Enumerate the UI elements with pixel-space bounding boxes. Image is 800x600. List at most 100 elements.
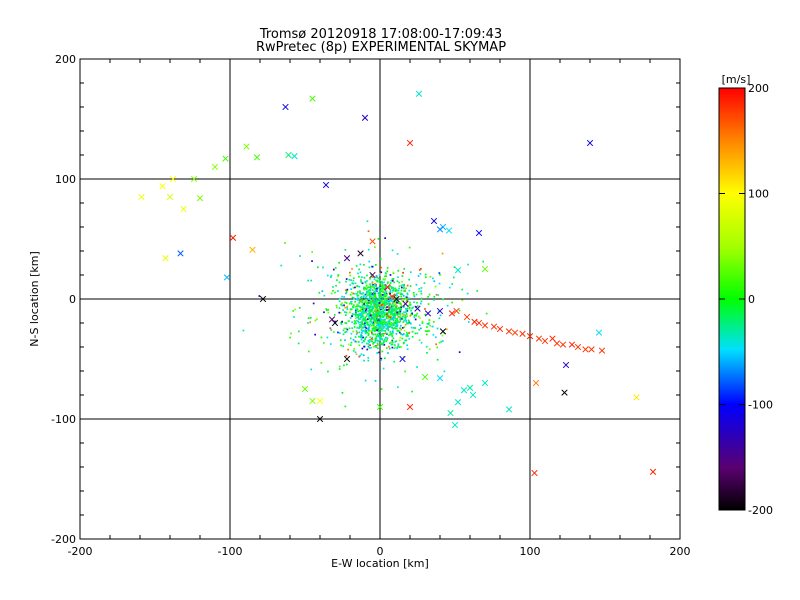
scatter-dot bbox=[387, 328, 389, 331]
scatter-dot bbox=[377, 299, 380, 301]
scatter-dot bbox=[366, 342, 368, 345]
cross-marker bbox=[384, 283, 391, 291]
scatter-dot bbox=[441, 334, 444, 337]
scatter-dot bbox=[437, 310, 440, 313]
scatter-dot bbox=[397, 386, 399, 388]
scatter-dot bbox=[412, 306, 414, 309]
cross-marker bbox=[309, 397, 316, 405]
scatter-dot bbox=[394, 302, 396, 304]
scatter-dot bbox=[396, 325, 399, 328]
scatter-dot bbox=[399, 327, 401, 329]
scatter-dot bbox=[357, 318, 360, 320]
cross-marker bbox=[595, 329, 603, 336]
scatter-dot bbox=[344, 289, 347, 291]
scatter-dot bbox=[344, 331, 346, 334]
scatter-dot bbox=[374, 246, 376, 249]
scatter-dot bbox=[330, 292, 333, 295]
scatter-dot bbox=[334, 320, 336, 323]
scatter-dot bbox=[370, 330, 373, 333]
scatter-dot bbox=[358, 275, 360, 278]
scatter-dot bbox=[380, 304, 383, 306]
scatter-dot bbox=[436, 327, 439, 330]
scatter-dot bbox=[402, 306, 405, 309]
scatter-dot bbox=[435, 343, 437, 346]
cross-marker bbox=[357, 250, 364, 257]
cross-marker bbox=[399, 355, 406, 363]
scatter-dot bbox=[427, 303, 430, 305]
scatter-dot bbox=[368, 301, 371, 304]
scatter-dot bbox=[394, 313, 397, 316]
scatter-dot bbox=[399, 310, 402, 313]
scatter-dot bbox=[376, 352, 378, 354]
scatter-dot bbox=[365, 284, 368, 287]
scatter-dot bbox=[358, 344, 361, 347]
scatter-dot bbox=[392, 318, 395, 321]
cross-marker bbox=[496, 325, 504, 333]
scatter-dot bbox=[395, 299, 398, 302]
scatter-dot bbox=[349, 311, 351, 314]
scatter-dot bbox=[391, 310, 393, 313]
scatter-dot bbox=[380, 315, 382, 318]
scatter-dot bbox=[383, 329, 385, 332]
scatter-dot bbox=[323, 311, 325, 314]
cross-marker bbox=[633, 394, 640, 401]
cross-marker bbox=[541, 337, 549, 345]
scatter-dot bbox=[379, 322, 381, 324]
scatter-dot bbox=[392, 287, 394, 289]
scatter-dot bbox=[375, 319, 377, 321]
scatter-dot bbox=[370, 316, 373, 319]
cross-marker bbox=[561, 389, 568, 396]
scatter-dot bbox=[406, 315, 409, 317]
scatter-dot bbox=[376, 303, 378, 306]
scatter-dot bbox=[376, 276, 379, 279]
scatter-dot bbox=[437, 294, 439, 296]
scatter-dot bbox=[383, 299, 386, 302]
scatter-dot bbox=[383, 309, 385, 312]
scatter-dot bbox=[372, 294, 375, 297]
scatter-dot bbox=[380, 281, 383, 284]
cross-marker bbox=[322, 181, 330, 189]
scatter-dot bbox=[399, 319, 402, 322]
scatter-dot bbox=[344, 339, 346, 341]
scatter-dot bbox=[388, 322, 390, 324]
scatter-dot bbox=[378, 280, 381, 283]
scatter-dot bbox=[406, 334, 409, 336]
scatter-dot bbox=[388, 299, 391, 301]
scatter-dot bbox=[351, 315, 353, 318]
scatter-dot bbox=[439, 273, 441, 276]
scatter-dot bbox=[393, 301, 396, 303]
scatter-dot bbox=[399, 312, 401, 315]
scatter-dot bbox=[374, 289, 377, 291]
scatter-dot bbox=[369, 319, 372, 322]
scatter-dot bbox=[377, 315, 379, 318]
scatter-dot bbox=[379, 330, 382, 333]
scatter-dot bbox=[349, 293, 352, 296]
scatter-dot bbox=[399, 318, 401, 320]
scatter-dot bbox=[340, 303, 342, 306]
scatter-dot bbox=[373, 341, 375, 344]
scatter-dot bbox=[403, 329, 406, 332]
cross-marker bbox=[393, 295, 400, 303]
scatter-dot bbox=[420, 297, 423, 300]
scatter-dot bbox=[394, 319, 397, 322]
scatter-dot bbox=[368, 289, 371, 291]
scatter-dot bbox=[374, 328, 376, 330]
scatter-dot bbox=[383, 302, 386, 304]
scatter-dot bbox=[426, 352, 428, 354]
scatter-dot bbox=[354, 292, 356, 295]
scatter-dot bbox=[377, 302, 379, 304]
scatter-dot bbox=[439, 314, 442, 317]
scatter-dot bbox=[374, 306, 377, 309]
scatter-dot bbox=[359, 300, 362, 303]
scatter-dot bbox=[379, 310, 382, 313]
scatter-dot bbox=[369, 293, 372, 296]
scatter-dot bbox=[359, 305, 361, 308]
scatter-dot bbox=[376, 322, 379, 324]
scatter-dot bbox=[482, 260, 484, 263]
cross-marker bbox=[469, 391, 477, 399]
scatter-dot bbox=[373, 318, 376, 320]
scatter-dot bbox=[377, 325, 380, 328]
scatter-dot bbox=[369, 309, 371, 311]
scatter-dot bbox=[339, 312, 342, 314]
scatter-dot bbox=[374, 326, 377, 329]
